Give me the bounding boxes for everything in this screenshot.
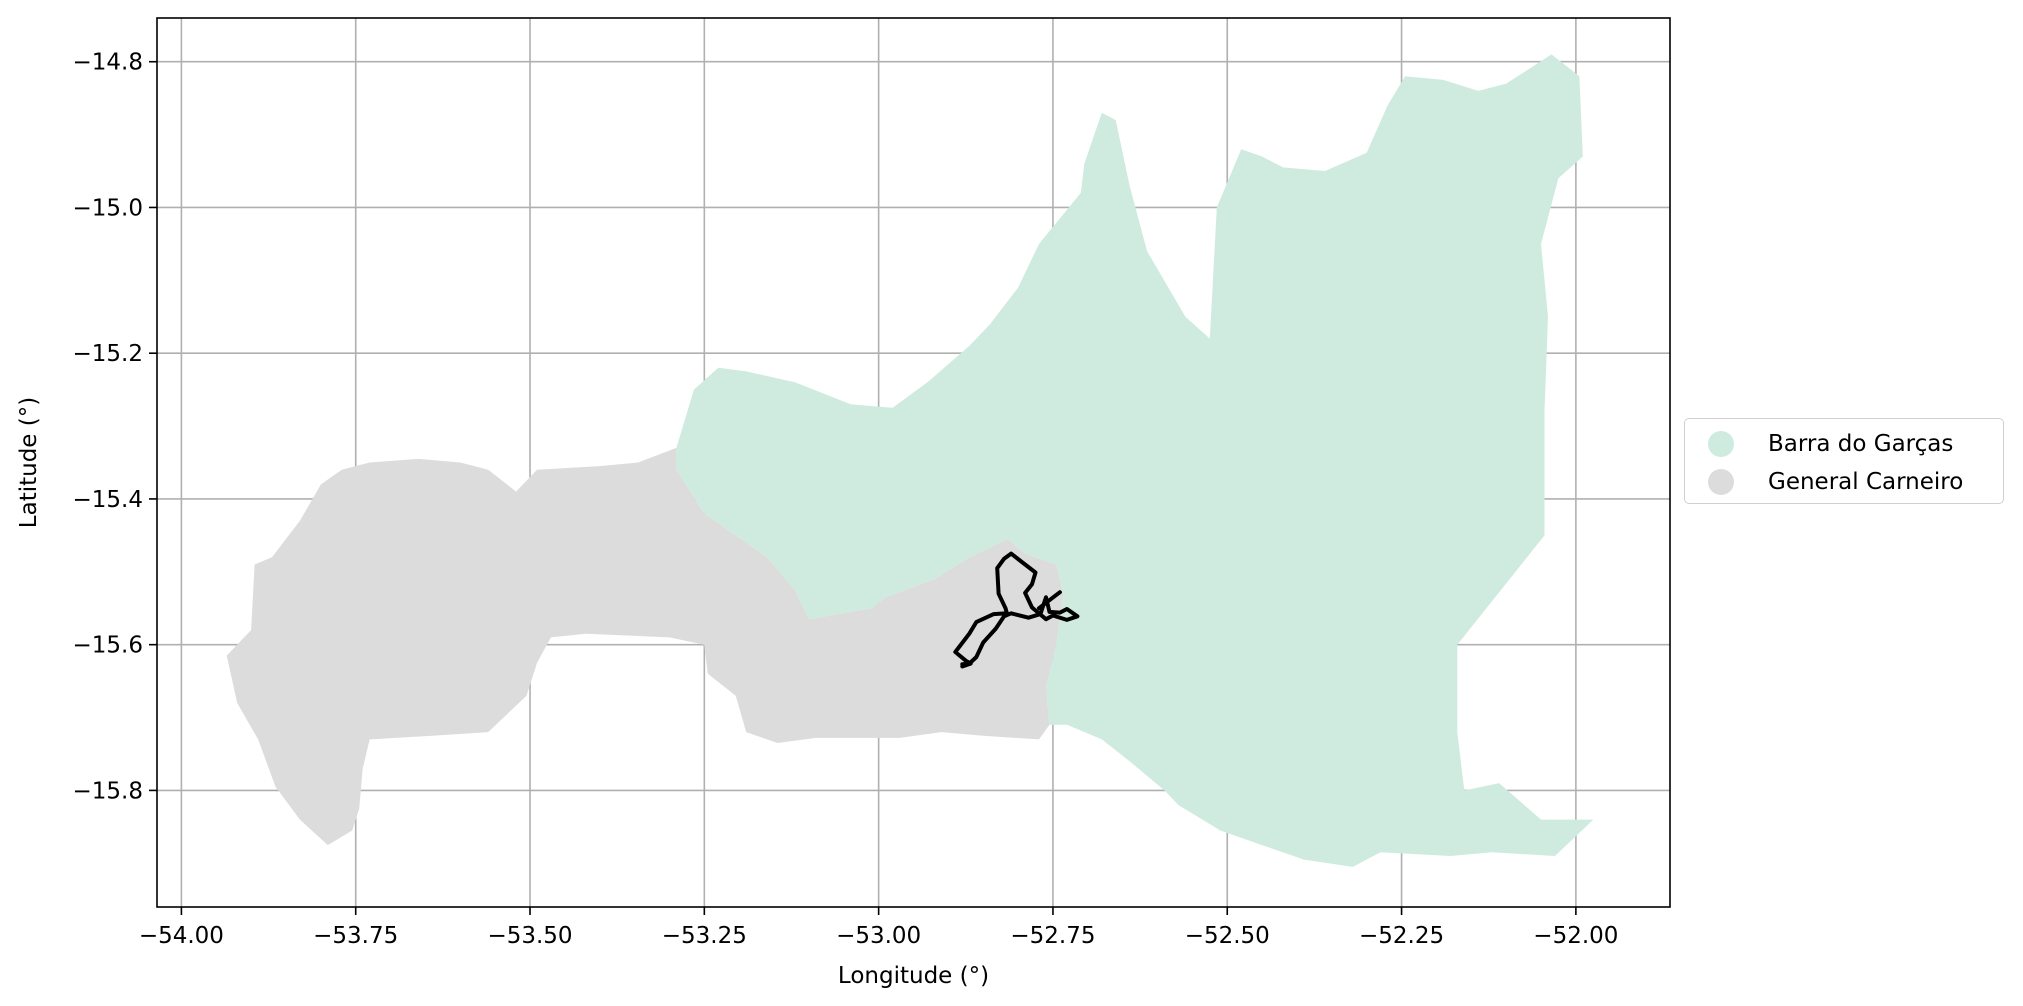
legend-label: General Carneiro [1768, 469, 1964, 495]
axis-ticks: −54.00 −53.75 −53.50 −53.25 −53.00 −52.75 −52.… [73, 50, 1619, 949]
plot-frame [156, 17, 1671, 908]
y-tick-label: −14.8 [73, 50, 143, 76]
region-barra-do-garcas [676, 54, 1594, 867]
legend-item-barra-do-garcas: Barra do Garças [1685, 425, 1953, 463]
x-tick-label: −53.75 [313, 923, 398, 949]
x-tick-label: −53.25 [662, 923, 747, 949]
y-axis-label: Latitude (°) [16, 397, 42, 528]
y-tick-label: −15.6 [73, 633, 143, 659]
legend-label: Barra do Garças [1768, 431, 1954, 457]
track-line [953, 551, 1080, 669]
y-tick-label: −15.8 [73, 778, 143, 804]
region-general-carneiro [226, 447, 1064, 846]
x-tick-label: −52.50 [1185, 923, 1270, 949]
legend-marker-icon [1708, 431, 1734, 457]
x-tick-label: −53.00 [836, 923, 921, 949]
y-tick-label: −15.2 [73, 341, 143, 367]
y-tick-label: −15.0 [73, 195, 143, 221]
x-tick-label: −52.00 [1533, 923, 1618, 949]
x-tick-label: −53.50 [487, 923, 572, 949]
track-layer [953, 551, 1080, 669]
track-spur [1037, 590, 1062, 611]
x-tick-label: −54.00 [139, 923, 224, 949]
x-axis-label: Longitude (°) [838, 963, 989, 989]
legend: Barra do Garças General Carneiro [1684, 418, 2004, 504]
legend-item-general-carneiro: General Carneiro [1685, 463, 1963, 501]
y-tick-label: −15.4 [73, 487, 143, 513]
regions-layer [226, 54, 1594, 867]
x-tick-label: −52.75 [1010, 923, 1095, 949]
x-tick-label: −52.25 [1359, 923, 1444, 949]
legend-marker-icon [1708, 469, 1734, 495]
